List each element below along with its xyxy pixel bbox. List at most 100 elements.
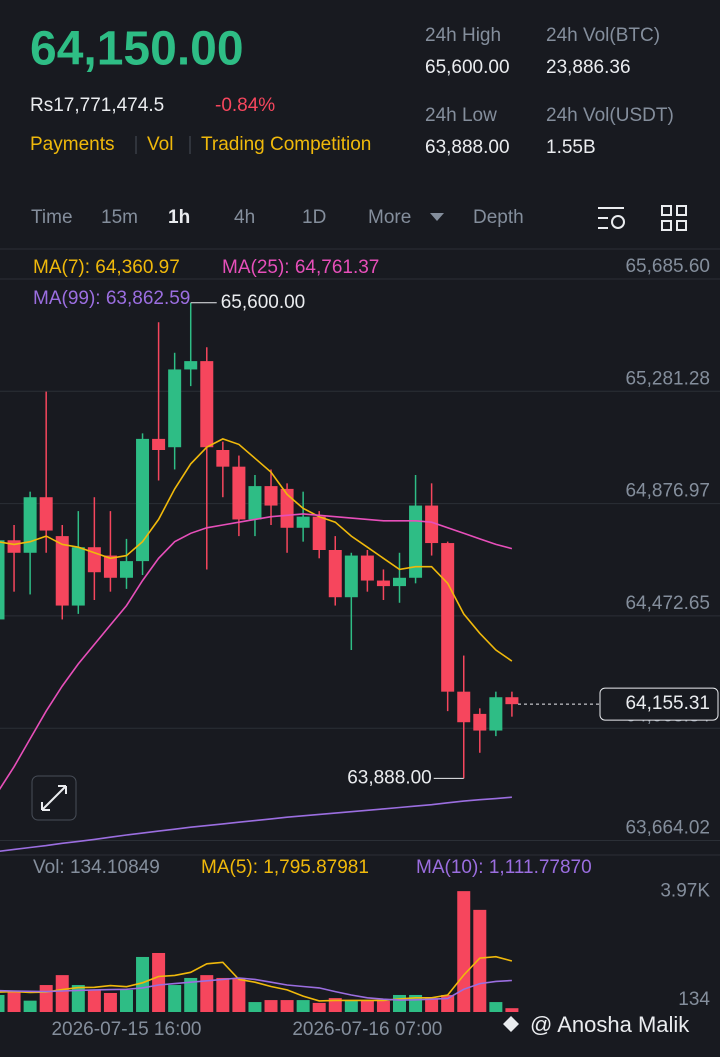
candle-body (7, 540, 21, 553)
candle-body (280, 488, 294, 528)
stat-label: 24h Low (425, 105, 497, 126)
volume-bar (23, 1000, 37, 1012)
candle-body (232, 466, 246, 520)
candle-body (0, 540, 5, 620)
last-price-tag (599, 687, 719, 721)
y-tick-label: 64,876.97 (625, 481, 710, 502)
volume-title: Vol: 134.10849 (33, 857, 160, 878)
volume-bar (232, 977, 246, 1012)
candle-body (264, 486, 278, 506)
legend-entry: MA(25): 64,761.37 (222, 257, 379, 278)
volume-bar (168, 985, 182, 1012)
volume-bar (328, 998, 342, 1012)
volume-bar (87, 989, 101, 1012)
candle-body (152, 438, 166, 450)
candle-body (409, 505, 423, 578)
y-tick-label: 64,472.65 (625, 593, 710, 614)
tab[interactable]: 15m (101, 207, 138, 228)
volume-bar (312, 1002, 326, 1012)
y-tick-label: 134 (678, 989, 710, 1010)
volume-bar (103, 992, 117, 1012)
candle-body (393, 577, 406, 587)
volume-bar (376, 1000, 390, 1012)
candle-body (184, 361, 198, 370)
candle-body (168, 369, 182, 448)
tab[interactable]: 4h (234, 207, 255, 228)
volume-bar (0, 994, 5, 1012)
volume-bar (360, 1000, 374, 1012)
volume-bar (55, 975, 69, 1012)
expand-icon (41, 785, 67, 811)
watermark: @ Anosha Malik (530, 1012, 690, 1037)
volume-bar (473, 909, 487, 1012)
ma-line (0, 796, 512, 852)
volume-bar (39, 985, 53, 1012)
legend-entry: MA(10): 1,111.77870 (416, 857, 592, 878)
volume-bar (248, 1002, 262, 1012)
last-price: 64,150.00 (30, 23, 244, 76)
legend-entry: MA(5): 1,795.87981 (201, 857, 369, 878)
volume-bar (344, 1000, 358, 1012)
y-tick-label: 65,281.28 (625, 368, 710, 389)
volume-bar (264, 1000, 278, 1012)
stat-value: 63,888.00 (425, 137, 510, 158)
stat-label: 24h Vol(USDT) (546, 105, 674, 126)
tab[interactable]: 1D (302, 207, 326, 228)
volume-bar (119, 989, 133, 1012)
link[interactable]: Vol (147, 134, 173, 155)
candle-body (200, 361, 214, 448)
stat-value: 65,600.00 (425, 57, 510, 78)
candle-body (457, 691, 471, 723)
ma-line (0, 955, 513, 1002)
candle-body (248, 486, 262, 520)
y-tick-label: 3.97K (660, 880, 710, 901)
candle-body (71, 547, 85, 606)
candle-body (119, 561, 133, 578)
annotation-label: 65,600.00 (221, 292, 306, 313)
volume-bar (505, 1008, 519, 1012)
y-tick-label: 65,685.60 (625, 256, 710, 277)
volume-bar (71, 985, 85, 1012)
volume-bar (280, 1000, 294, 1012)
candle-body (216, 450, 230, 467)
stat-label: 24h Vol(BTC) (546, 25, 660, 46)
candle-body (39, 497, 53, 531)
last-price-label: 64,155.31 (625, 693, 710, 714)
candle-body (136, 438, 150, 562)
candle-body (296, 516, 310, 528)
candle-body (328, 550, 342, 598)
indicator-icon[interactable] (598, 207, 625, 229)
legend-entry: MA(99): 63,862.59 (33, 288, 190, 309)
candle-body (376, 580, 390, 587)
volume-bar (425, 998, 439, 1012)
volume-bar (200, 975, 214, 1012)
candle-body (505, 697, 519, 705)
link[interactable]: Trading Competition (201, 134, 371, 155)
volume-bar (457, 891, 471, 1012)
volume-bar (489, 1002, 503, 1012)
x-tick-label: 2026-07-15 16:00 (51, 1019, 201, 1040)
candle-body (312, 516, 326, 550)
volume-bar (216, 977, 230, 1012)
link[interactable]: Payments (30, 134, 114, 155)
annotation-label: 63,888.00 (347, 767, 432, 788)
stat-label: 24h High (425, 25, 501, 46)
tab[interactable]: Time (31, 207, 73, 228)
tab[interactable]: 1h (168, 207, 190, 228)
ma-line (0, 438, 513, 662)
tab[interactable]: Depth (473, 207, 524, 228)
volume-bar (7, 992, 21, 1012)
logo (503, 1016, 519, 1032)
candle-body (23, 497, 37, 553)
fiat-price: Rs17,771,474.5 (30, 95, 164, 116)
x-tick-label: 2026-07-16 07:00 (292, 1019, 442, 1040)
candle-body (425, 505, 439, 544)
volume-bar (296, 1000, 310, 1012)
candle-body (489, 697, 503, 731)
tab[interactable]: More (368, 207, 411, 228)
candle-body (344, 555, 358, 598)
layout-icon[interactable] (661, 205, 687, 231)
